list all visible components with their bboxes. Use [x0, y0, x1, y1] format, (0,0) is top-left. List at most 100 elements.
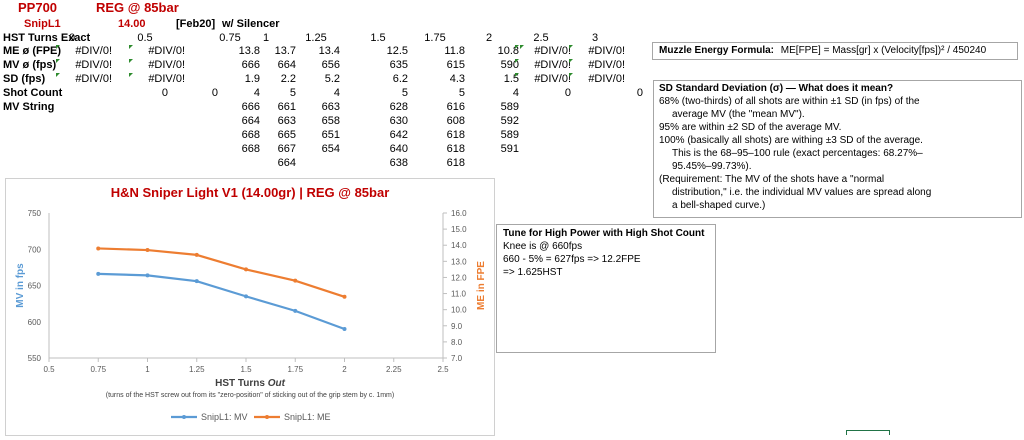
cell-mv-string[interactable]: 661 — [277, 101, 296, 113]
cell-turns[interactable]: 2 — [485, 32, 493, 44]
cell-mv-string[interactable]: 638 — [389, 157, 408, 169]
cell-shots[interactable]: 0 — [211, 87, 218, 99]
cell-mv-string[interactable]: 630 — [389, 115, 408, 127]
cell-mv-string[interactable]: 592 — [500, 115, 519, 127]
cell-sd[interactable]: 6.2 — [392, 73, 408, 85]
cell-turns[interactable]: 3 — [591, 32, 599, 44]
x-axis-sublabel: (turns of the HST screw out from its "ze… — [106, 392, 394, 399]
cell-me[interactable]: 11.8 — [444, 45, 465, 57]
cell-sd[interactable]: 1.5 — [503, 73, 519, 85]
cell-turns[interactable]: 0.5 — [137, 32, 153, 44]
cell-mv-string[interactable]: 618 — [446, 129, 465, 141]
error-indicator-icon — [129, 73, 133, 77]
cell-mv-string[interactable]: 628 — [389, 101, 408, 113]
cell-me[interactable]: 13.7 — [274, 45, 296, 57]
cell-mv[interactable]: #DIV/0! — [588, 59, 625, 71]
y2-tick-label: 16.0 — [451, 209, 467, 218]
cell-turns[interactable]: 1.25 — [305, 32, 327, 44]
cell-mv-string[interactable]: 640 — [389, 143, 408, 155]
cell-shots[interactable]: 0 — [636, 87, 643, 99]
cell-mv-string[interactable]: 616 — [446, 101, 465, 113]
data-point — [145, 273, 150, 278]
y2-tick-label: 9.0 — [451, 322, 463, 331]
cell-sd[interactable]: 4.3 — [449, 73, 465, 85]
cell-mv[interactable]: 615 — [446, 59, 465, 71]
cell-turns[interactable]: 1.75 — [424, 32, 446, 44]
cell-mv-string[interactable]: 618 — [446, 157, 465, 169]
cell-shots[interactable]: 4 — [333, 87, 340, 99]
cell-sd[interactable]: 5.2 — [324, 73, 340, 85]
cell-me[interactable]: #DIV/0! — [75, 45, 112, 57]
cell-me[interactable]: 13.8 — [238, 45, 260, 57]
cell-mv[interactable]: 635 — [389, 59, 408, 71]
cell-mv-string[interactable]: 618 — [446, 143, 465, 155]
cell-turns[interactable]: 0.75 — [219, 32, 241, 44]
cell-mv-string[interactable]: 668 — [241, 129, 260, 141]
cell-mv-string[interactable]: 651 — [321, 129, 340, 141]
cell-sd[interactable]: #DIV/0! — [75, 73, 112, 85]
cell-mv-string[interactable]: 664 — [241, 115, 260, 127]
cell-shots[interactable]: 5 — [401, 87, 408, 99]
cell-mv-string[interactable]: 667 — [277, 143, 296, 155]
row-label-mv: MV ø (fps) — [3, 59, 57, 71]
cell-mv-string[interactable]: 663 — [277, 115, 296, 127]
cell-me[interactable]: 12.5 — [386, 45, 408, 57]
cell-mv[interactable]: 656 — [321, 59, 340, 71]
cell-me[interactable]: #DIV/0! — [588, 45, 625, 57]
cell-sd[interactable]: #DIV/0! — [588, 73, 625, 85]
data-point — [293, 278, 298, 283]
cell-mv-string[interactable]: 666 — [241, 101, 260, 113]
cell-shots[interactable]: 4 — [253, 87, 260, 99]
formula-box[interactable]: Muzzle Energy Formula: ME[FPE] = Mass[gr… — [652, 42, 1018, 60]
tune-note-box[interactable]: Tune for High Power with High Shot Count… — [496, 224, 716, 353]
chart-container[interactable]: H&N Sniper Light V1 (14.00gr) | REG @ 85… — [5, 178, 495, 436]
cell-mv[interactable]: #DIV/0! — [148, 59, 185, 71]
cell-mv-string[interactable]: 591 — [500, 143, 519, 155]
y-tick-label: 650 — [28, 282, 42, 291]
cell-mv-string[interactable]: 663 — [321, 101, 340, 113]
cell-mv-string[interactable]: 608 — [446, 115, 465, 127]
row-label-hst: HST Turns Exact — [3, 32, 91, 44]
cell-sd[interactable]: 2.2 — [280, 73, 296, 85]
formula-text: ME[FPE] = Mass[gr] x (Velocity[fps])² / … — [780, 45, 987, 56]
sd-note-box[interactable]: SD Standard Deviation (σ) — What does it… — [653, 80, 1022, 218]
cell-mv-string[interactable]: 589 — [500, 129, 519, 141]
cell-turns[interactable]: 1 — [262, 32, 270, 44]
cell-turns[interactable]: 0 — [68, 32, 76, 44]
cell-shots[interactable]: 4 — [512, 87, 519, 99]
error-indicator-icon — [56, 59, 60, 63]
cell-me[interactable]: #DIV/0! — [534, 45, 571, 57]
cell-shots[interactable]: 5 — [289, 87, 296, 99]
y-tick-label: 750 — [28, 209, 42, 218]
cell-mv-string[interactable]: 589 — [500, 101, 519, 113]
cell-mv-string[interactable]: 658 — [321, 115, 340, 127]
cell-me[interactable]: #DIV/0! — [148, 45, 185, 57]
cell-me[interactable]: 13.4 — [318, 45, 340, 57]
cell-shots[interactable]: 5 — [458, 87, 465, 99]
x-tick-label: 2 — [342, 365, 347, 374]
data-point — [145, 248, 150, 253]
cell-sd[interactable]: #DIV/0! — [534, 73, 571, 85]
row-label-string: MV String — [3, 101, 55, 113]
cell-turns[interactable]: 2.5 — [533, 32, 549, 44]
row-label-sd: SD (fps) — [3, 73, 46, 85]
error-indicator-icon — [520, 45, 524, 49]
cell-mv-string[interactable]: 664 — [277, 157, 296, 169]
cell-mv[interactable]: #DIV/0! — [75, 59, 112, 71]
cell-turns[interactable]: 1.5 — [370, 32, 386, 44]
cell-sd[interactable]: #DIV/0! — [148, 73, 185, 85]
y-axis-label: MV in fps — [15, 263, 26, 308]
cell-mv[interactable]: 666 — [241, 59, 260, 71]
cell-mv[interactable]: #DIV/0! — [534, 59, 571, 71]
cell-mv-string[interactable]: 665 — [277, 129, 296, 141]
cell-shots[interactable]: 0 — [161, 87, 168, 99]
cell-shots[interactable]: 0 — [564, 87, 571, 99]
cell-mv-string[interactable]: 668 — [241, 143, 260, 155]
cell-mv[interactable]: 590 — [500, 59, 519, 71]
error-indicator-icon — [129, 45, 133, 49]
cell-me[interactable]: 10.8 — [497, 45, 519, 57]
cell-sd[interactable]: 1.9 — [244, 73, 260, 85]
cell-mv-string[interactable]: 642 — [389, 129, 408, 141]
cell-mv-string[interactable]: 654 — [321, 143, 340, 155]
cell-mv[interactable]: 664 — [277, 59, 296, 71]
